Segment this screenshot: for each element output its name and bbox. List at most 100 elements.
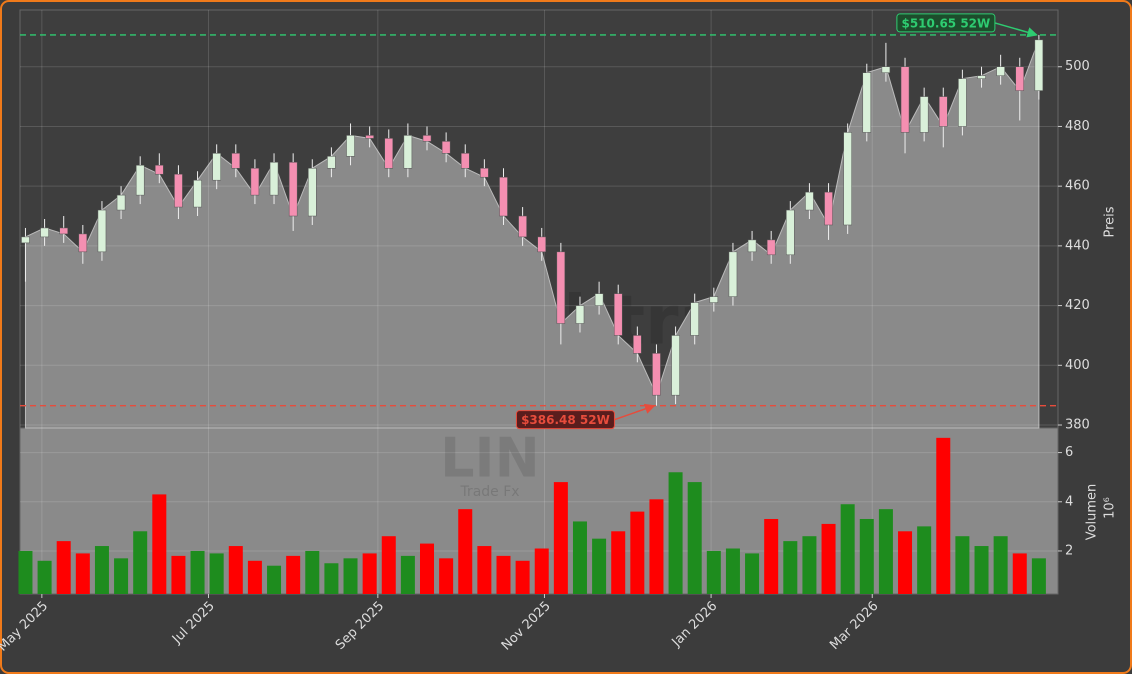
annotation-box: [515, 410, 615, 430]
volume-bar: [477, 546, 492, 594]
volume-bar: [840, 504, 855, 594]
volume-bar: [630, 511, 645, 594]
candle-body: [709, 296, 719, 303]
candle-body: [308, 167, 317, 217]
annotation-label: $386.48 52W: [521, 413, 610, 427]
y-tick-label: 420: [1065, 298, 1090, 313]
candle-body: [862, 72, 872, 133]
candle-body: [97, 209, 107, 253]
volume-bar: [381, 536, 396, 594]
candle-body: [977, 75, 986, 79]
candle-body: [881, 66, 891, 73]
volume-bar: [458, 509, 473, 594]
volume-bar: [993, 536, 1008, 594]
candle-body: [556, 251, 566, 324]
y-tick-label: 500: [1065, 59, 1090, 74]
volume-bar: [247, 560, 262, 594]
volume-bar: [267, 565, 282, 594]
annotation-box: [896, 13, 996, 33]
volume-bar: [802, 536, 817, 594]
candle-body: [613, 293, 623, 336]
volume-bar: [1012, 553, 1027, 594]
volume-bar: [955, 536, 970, 594]
candle-body: [480, 167, 489, 178]
volume-bar: [114, 558, 129, 594]
volume-bar: [592, 538, 607, 594]
candle-body: [671, 335, 680, 396]
volume-bar: [572, 521, 587, 594]
volume-bar: [286, 555, 301, 594]
candle-body: [212, 153, 221, 181]
y-tick-label: 2: [1065, 543, 1073, 558]
watermark: Trade Fx: [459, 484, 519, 500]
candle-body: [690, 302, 699, 336]
y-axis-unit: 10⁶: [1103, 497, 1118, 519]
volume-bar: [974, 546, 989, 594]
volume-bar: [94, 546, 109, 594]
candle-body: [231, 153, 241, 169]
candle-body: [633, 335, 642, 354]
annotation-arrow: [614, 403, 656, 421]
volume-bar: [1031, 558, 1046, 594]
candle-body: [193, 179, 202, 208]
candle-body: [327, 156, 336, 169]
volume-bar: [209, 553, 224, 594]
candle-body: [1015, 66, 1025, 91]
candle-body: [766, 239, 776, 256]
candle-body: [346, 135, 355, 157]
annotation-arrow: [994, 22, 1038, 38]
volume-bar: [706, 550, 721, 594]
candle-body: [441, 141, 451, 154]
watermark: LIN: [440, 427, 540, 490]
volume-bar: [898, 531, 913, 594]
volume-bar: [75, 553, 90, 594]
candle-body: [652, 353, 661, 396]
candle-body: [78, 233, 88, 253]
candle-body: [537, 236, 546, 253]
volume-bar: [324, 563, 339, 594]
candle-body: [575, 305, 585, 324]
volume-bar: [611, 531, 626, 594]
candle-body: [59, 227, 68, 235]
volume-bar: [171, 555, 186, 594]
candle-body: [460, 153, 470, 169]
candle-body: [499, 176, 508, 217]
volume-bar: [420, 543, 435, 594]
candle-body: [250, 167, 260, 196]
volume-bar: [687, 482, 702, 594]
volume-bar: [764, 518, 779, 594]
volume-bar: [56, 541, 71, 594]
volume-bar: [917, 526, 932, 594]
volume-bar: [515, 560, 530, 594]
candle-body: [747, 239, 757, 253]
candle-body: [996, 66, 1005, 76]
candle-body: [824, 191, 833, 226]
y-axis-label: Volumen: [1085, 484, 1100, 541]
candle-body: [900, 66, 910, 133]
y-tick-label: 460: [1065, 179, 1090, 194]
volume-bar: [725, 548, 740, 594]
y-tick-label: 400: [1065, 358, 1090, 373]
y-tick-label: 380: [1065, 418, 1090, 433]
candle-body: [786, 209, 795, 256]
volume-bar: [152, 494, 167, 594]
volume-bar: [362, 553, 377, 594]
volume-bar: [228, 546, 243, 594]
candle-body: [116, 194, 126, 211]
volume-bar: [133, 531, 148, 594]
candle-body: [269, 162, 279, 196]
candle-body: [805, 191, 814, 211]
volume-bar: [18, 550, 33, 594]
candle-body: [1034, 39, 1044, 91]
candle-body: [919, 96, 929, 133]
volume-bar: [400, 555, 415, 594]
volume-bar: [668, 472, 683, 594]
volume-bar: [305, 550, 320, 594]
volume-bar: [496, 555, 511, 594]
volume-bar: [783, 541, 798, 594]
volume-bar: [534, 548, 549, 594]
volume-bar: [878, 509, 893, 594]
volume-bar: [649, 499, 664, 594]
y-tick-label: 6: [1065, 445, 1073, 460]
